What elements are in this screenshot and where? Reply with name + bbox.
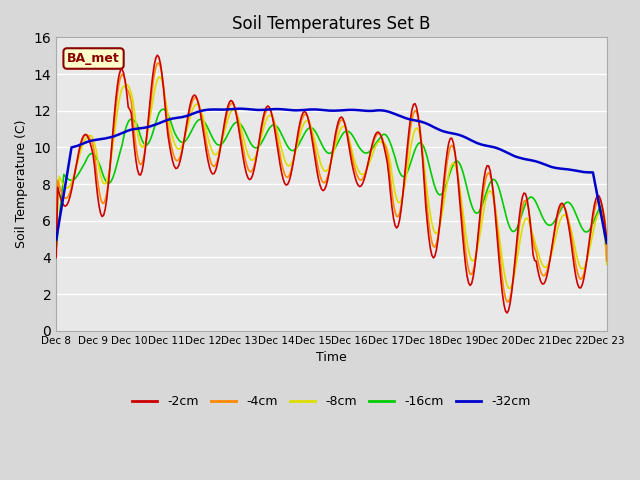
Title: Soil Temperatures Set B: Soil Temperatures Set B <box>232 15 431 33</box>
X-axis label: Time: Time <box>316 351 347 364</box>
Text: BA_met: BA_met <box>67 52 120 65</box>
Legend: -2cm, -4cm, -8cm, -16cm, -32cm: -2cm, -4cm, -8cm, -16cm, -32cm <box>127 390 536 413</box>
Y-axis label: Soil Temperature (C): Soil Temperature (C) <box>15 120 28 248</box>
